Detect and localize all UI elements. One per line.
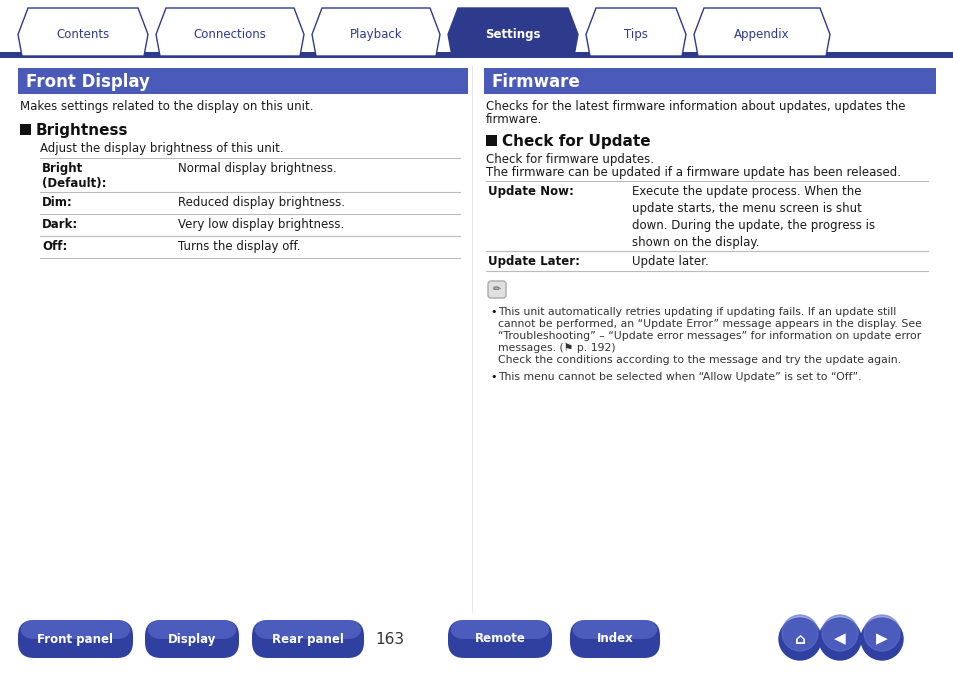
FancyBboxPatch shape [569,620,659,658]
FancyBboxPatch shape [20,620,131,639]
Text: firmware.: firmware. [485,113,542,126]
Text: This unit automatically retries updating if updating fails. If an update still: This unit automatically retries updating… [497,307,895,317]
Text: Turns the display off.: Turns the display off. [178,240,300,253]
Text: Very low display brightness.: Very low display brightness. [178,218,344,231]
Text: Makes settings related to the display on this unit.: Makes settings related to the display on… [20,100,314,113]
Text: Appendix: Appendix [734,28,789,41]
Text: Brightness: Brightness [36,123,129,138]
Circle shape [781,615,817,651]
Text: Update Now:: Update Now: [488,185,574,198]
Text: Off:: Off: [42,240,68,253]
Text: Execute the update process. When the
update starts, the menu screen is shut
down: Execute the update process. When the upd… [631,185,874,249]
FancyBboxPatch shape [252,620,364,658]
Text: Normal display brightness.: Normal display brightness. [178,162,336,175]
Text: Dim:: Dim: [42,196,72,209]
Text: ✏: ✏ [493,284,500,294]
Text: The firmware can be updated if a firmware update has been released.: The firmware can be updated if a firmwar… [485,166,900,179]
Text: Playback: Playback [350,28,402,41]
Text: Bright
(Default):: Bright (Default): [42,162,107,190]
Text: ▶: ▶ [875,631,887,647]
Text: Index: Index [596,633,633,645]
Text: messages. (⚑ p. 192): messages. (⚑ p. 192) [497,343,615,353]
FancyBboxPatch shape [253,620,361,639]
Polygon shape [448,8,578,56]
FancyBboxPatch shape [488,281,505,298]
Polygon shape [693,8,829,56]
Text: This menu cannot be selected when “Allow Update” is set to “Off”.: This menu cannot be selected when “Allow… [497,372,861,382]
Text: Rear panel: Rear panel [272,633,344,645]
Circle shape [818,618,861,660]
FancyBboxPatch shape [18,620,132,658]
Text: Connections: Connections [193,28,266,41]
Text: Front panel: Front panel [37,633,113,645]
Text: Firmware: Firmware [492,73,580,91]
Text: Check for Update: Check for Update [501,134,650,149]
Bar [483,68,935,94]
Text: Reduced display brightness.: Reduced display brightness. [178,196,345,209]
Text: Tips: Tips [623,28,647,41]
Text: Check for firmware updates.: Check for firmware updates. [485,153,654,166]
Text: ◀: ◀ [833,631,845,647]
FancyBboxPatch shape [450,620,550,639]
Bar [0,52,953,58]
Polygon shape [156,8,304,56]
FancyBboxPatch shape [147,620,236,639]
Bar [485,135,497,146]
Bar [20,124,30,135]
Text: Checks for the latest firmware information about updates, updates the: Checks for the latest firmware informati… [485,100,904,113]
Text: Front Display: Front Display [26,73,150,91]
FancyBboxPatch shape [145,620,239,658]
Text: Update Later:: Update Later: [488,255,579,268]
Polygon shape [585,8,685,56]
Text: 163: 163 [375,631,404,647]
Circle shape [863,615,899,651]
Text: •: • [490,307,496,317]
Circle shape [861,618,902,660]
FancyBboxPatch shape [572,620,658,639]
Text: Contents: Contents [56,28,110,41]
Text: Settings: Settings [485,28,540,41]
Circle shape [821,615,857,651]
Text: Check the conditions according to the message and try the update again.: Check the conditions according to the me… [497,355,900,365]
Polygon shape [312,8,439,56]
FancyBboxPatch shape [448,620,552,658]
Text: ⌂: ⌂ [794,631,804,647]
Text: Update later.: Update later. [631,255,708,268]
Text: Adjust the display brightness of this unit.: Adjust the display brightness of this un… [40,142,283,155]
Circle shape [779,618,821,660]
Text: “Troubleshooting” – “Update error messages” for information on update error: “Troubleshooting” – “Update error messag… [497,331,921,341]
Text: •: • [490,372,496,382]
Bar [18,68,468,94]
Polygon shape [18,8,148,56]
Text: cannot be performed, an “Update Error” message appears in the display. See: cannot be performed, an “Update Error” m… [497,319,921,329]
Text: Remote: Remote [474,633,525,645]
Text: Display: Display [168,633,216,645]
Text: Dark:: Dark: [42,218,78,231]
